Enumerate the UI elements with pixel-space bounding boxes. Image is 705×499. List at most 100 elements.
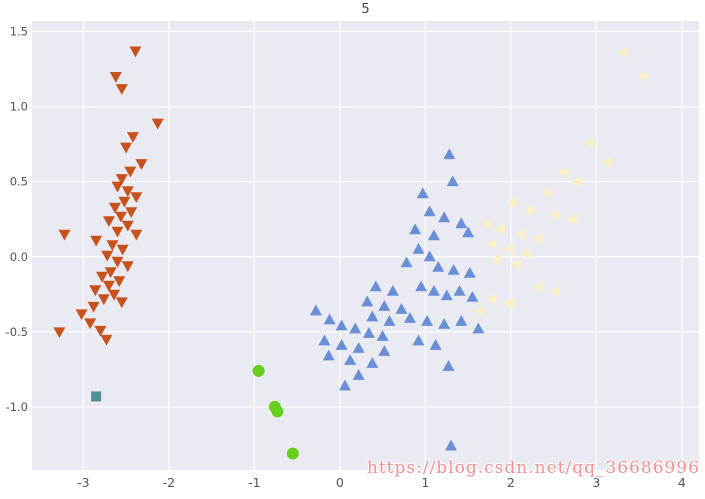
x-tick-label: 1 [421, 475, 429, 490]
data-point [421, 315, 434, 326]
data-point [445, 439, 458, 451]
series-cluster-cream [472, 46, 648, 317]
data-point [130, 192, 143, 203]
data-point [309, 304, 322, 316]
data-point [114, 211, 127, 223]
data-point [443, 148, 456, 160]
data-point [540, 186, 552, 199]
data-point [116, 244, 129, 256]
data-point [151, 118, 164, 130]
data-point [485, 238, 497, 251]
data-point [53, 327, 66, 339]
data-point [442, 360, 455, 371]
data-point [96, 271, 109, 283]
series-cluster-green [252, 364, 299, 460]
data-point [94, 325, 107, 337]
data-point [400, 256, 413, 268]
data-point [349, 322, 362, 334]
data-point [135, 159, 148, 170]
data-point [549, 208, 560, 221]
data-point [427, 285, 440, 296]
y-tick-label: 0.5 [10, 175, 28, 189]
data-point [506, 196, 518, 209]
data-point [519, 247, 531, 260]
data-point [344, 354, 357, 365]
data-point [352, 342, 365, 353]
data-point [102, 216, 115, 228]
data-point [514, 228, 526, 241]
data-point [378, 300, 391, 311]
data-point [121, 261, 134, 273]
y-tick-label: -0.5 [6, 325, 28, 339]
data-point [111, 256, 124, 268]
data-point [509, 258, 521, 271]
data-point [84, 318, 97, 330]
y-tick-label: -1.0 [6, 400, 28, 414]
data-point [549, 285, 560, 298]
data-point [100, 334, 113, 346]
data-point [447, 263, 460, 275]
data-point [90, 235, 103, 247]
data-point [101, 250, 114, 262]
data-point [118, 196, 131, 208]
data-point [583, 136, 595, 149]
data-point [523, 204, 535, 217]
data-point [423, 205, 436, 217]
data-point [617, 46, 629, 59]
data-point [637, 70, 648, 83]
data-point [335, 339, 348, 350]
data-point [121, 220, 134, 232]
axes-background [32, 21, 699, 470]
y-tick-label: 1.5 [10, 25, 28, 39]
data-point [494, 223, 506, 236]
data-point [376, 330, 389, 341]
series-cluster-teal [91, 391, 102, 402]
data-point [109, 72, 122, 83]
data-point [322, 349, 335, 361]
data-point [108, 289, 121, 301]
x-tick-label: 4 [678, 475, 686, 490]
data-point [104, 267, 117, 279]
data-point [427, 229, 440, 241]
data-point [91, 391, 102, 402]
watermark-text: https://blog.csdn.net/qq_36686996 [366, 458, 700, 478]
data-point [466, 291, 479, 302]
data-point [416, 187, 429, 199]
data-point [480, 217, 492, 230]
data-point [361, 295, 374, 307]
data-point [113, 276, 126, 288]
data-point [429, 339, 442, 350]
data-point [403, 312, 416, 323]
data-point [386, 285, 399, 296]
data-point [75, 309, 88, 321]
data-point [378, 345, 391, 356]
data-point [440, 289, 453, 301]
data-point [271, 405, 284, 418]
data-point [286, 447, 299, 460]
data-point [366, 357, 379, 368]
series-cluster-orange [53, 46, 164, 346]
data-point [502, 297, 514, 310]
y-tick-label: 0.0 [10, 250, 28, 264]
data-point [335, 319, 348, 331]
data-point [338, 379, 351, 391]
data-point [446, 175, 459, 187]
x-tick-label: -2 [163, 475, 175, 490]
data-point [130, 229, 143, 241]
data-point [531, 232, 543, 245]
data-point [432, 260, 445, 272]
data-point [472, 304, 484, 317]
chart-title: 5 [361, 2, 370, 17]
data-point [455, 315, 468, 326]
data-point [352, 369, 365, 380]
data-point [415, 280, 428, 292]
data-point [323, 313, 336, 325]
x-tick-label: -1 [248, 475, 260, 490]
data-point [423, 250, 436, 262]
data-point [121, 186, 134, 197]
data-point [115, 174, 128, 185]
data-point [566, 213, 577, 226]
data-point [571, 175, 583, 188]
